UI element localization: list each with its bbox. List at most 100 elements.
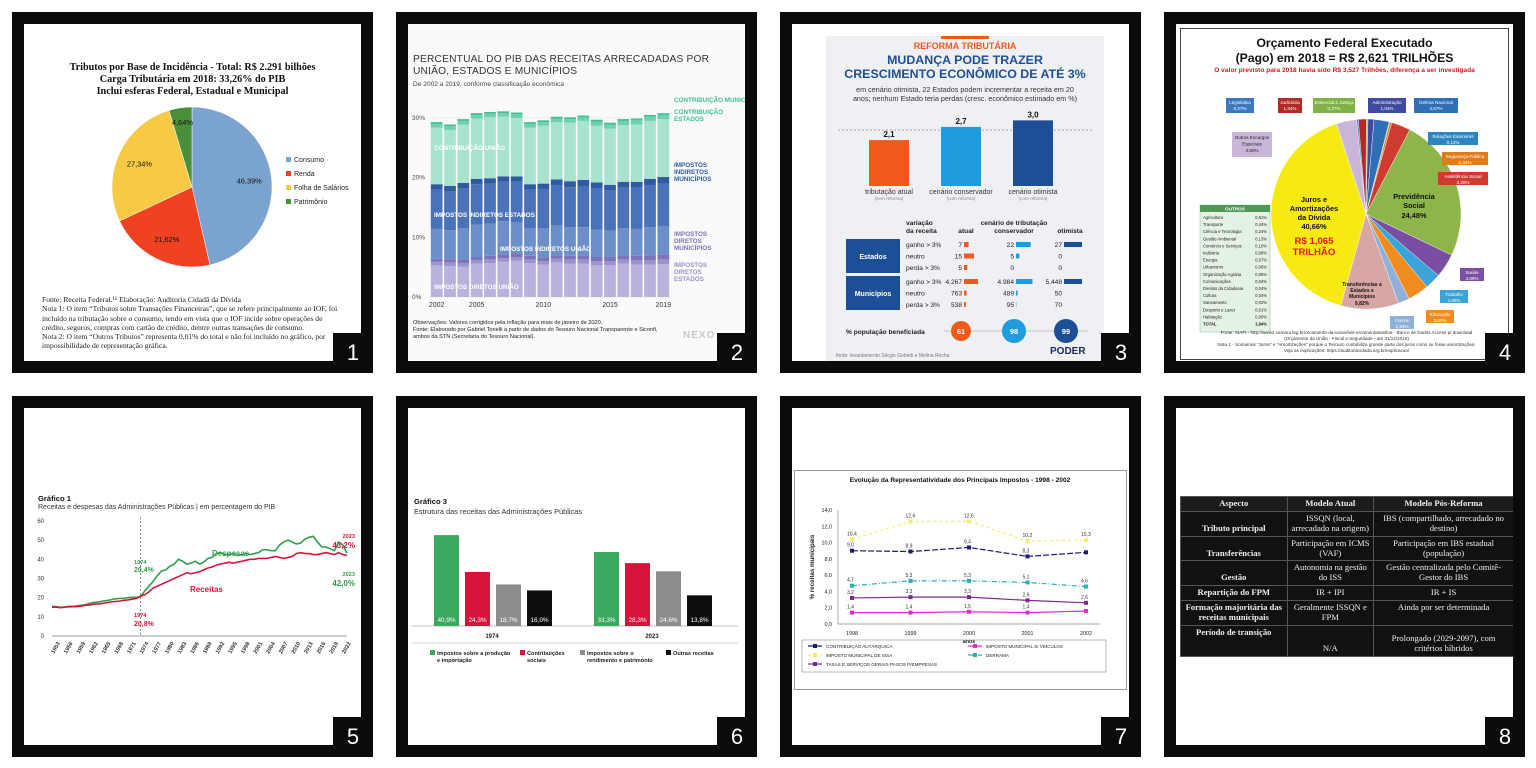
stack-segment	[470, 224, 483, 258]
bar	[656, 571, 681, 626]
x-tick-label: 2007	[278, 641, 289, 655]
row-label: perda > 3%	[906, 302, 940, 309]
source: fonte: levantamento Sérgio Gobetti e Mel…	[836, 353, 950, 359]
stack-segment	[630, 264, 643, 297]
callout-text: 2,68%	[1447, 298, 1460, 303]
stack-segment	[430, 265, 443, 297]
stack-segment	[444, 191, 456, 231]
stack-segment	[470, 257, 483, 260]
tile-7: Evolução da Representatividade dos Princ…	[780, 396, 1141, 757]
stack-segment	[577, 259, 590, 264]
data-label: 5,3	[964, 573, 971, 579]
tile-1-content: Tributos por Base de Incidência - Total:…	[24, 24, 361, 361]
bar-value-label: 24,6%	[659, 617, 677, 624]
stack-segment	[457, 262, 470, 267]
y-tick-label: 10%	[412, 234, 425, 241]
tile-number: 1	[333, 333, 373, 373]
stack-segment	[537, 125, 550, 184]
stack-segment	[470, 178, 483, 185]
data-point	[1025, 610, 1030, 615]
table-cell: Formação majoritária das receitas munici…	[1180, 600, 1288, 626]
stack-segment	[444, 126, 456, 130]
data-label: 3,3	[964, 589, 971, 595]
y-tick-label: 20%	[412, 175, 425, 182]
callout-text: Trabalho	[1445, 292, 1463, 297]
population-value: 99	[1062, 327, 1070, 336]
y-tick-label: 6,0	[825, 573, 833, 579]
callout-text: Administração	[1372, 100, 1402, 105]
slice-label: da Dívida	[1298, 213, 1332, 222]
footer-line: Fonte: SIAFI - http://www2.camara.leg.br…	[1220, 330, 1473, 335]
table-cell: Tributo principal	[1180, 510, 1288, 537]
title-line: Orçamento Federal Executado	[1256, 36, 1433, 50]
stack-segment	[564, 263, 576, 297]
legend-swatch	[580, 650, 585, 655]
table-header: conservador	[994, 228, 1034, 235]
cell-value: 15	[955, 254, 963, 261]
bar-sub-label: (com reforma)	[1019, 196, 1048, 201]
stack-segment	[644, 185, 656, 228]
callout-box	[1426, 310, 1454, 323]
table-cell: Autonomia na gestão do ISS	[1286, 560, 1375, 587]
x-tick-label: 1953	[51, 641, 62, 655]
chart-title: Orçamento Federal Executado (Pago) em 20…	[1176, 36, 1513, 65]
y-tick-label: 4,0	[825, 589, 833, 595]
outros-label: Urbanismo	[1203, 265, 1224, 270]
stack-segment	[537, 228, 550, 258]
outros-label: Energia	[1203, 258, 1218, 263]
stack-segment	[604, 257, 616, 262]
data-point	[967, 609, 971, 614]
table-row: Gestão Autonomia na gestão do ISS Gestão c…	[1180, 560, 1513, 587]
table-cell: Participação em ICMS (VAF)	[1286, 535, 1375, 562]
bar	[687, 595, 712, 626]
callout-text: 0,34%	[1458, 160, 1471, 165]
stack-segment	[484, 183, 496, 224]
table-cell: IBS (compartilhado, arrecadado no destin…	[1373, 510, 1513, 537]
stack-segment	[577, 263, 590, 297]
stack-segment	[484, 262, 496, 297]
outros-label: Organização Agrária	[1203, 272, 1242, 277]
col-header: Aspecto	[1180, 496, 1288, 512]
stack-segment	[510, 260, 523, 297]
bar-value-label: 33,3%	[597, 617, 615, 624]
stack-segment	[524, 184, 536, 190]
chart-frame	[794, 470, 1127, 690]
legend-label: Contribuições	[527, 651, 565, 657]
outros-value: 0,13%	[1255, 236, 1267, 241]
cell-bar	[1016, 253, 1020, 259]
legend-marker	[973, 653, 977, 657]
stack-segment	[510, 117, 523, 177]
outros-value: 0,00%	[1255, 314, 1267, 319]
stack-segment	[524, 228, 536, 256]
stack-segment	[590, 229, 603, 258]
cell-bar	[964, 265, 968, 270]
data-label: 9,0	[847, 543, 854, 549]
stack-segment	[457, 120, 470, 125]
tile-number: 4	[1485, 333, 1525, 373]
x-tick-label: 1980	[164, 641, 175, 655]
outros-title: OUTROS	[1225, 207, 1245, 212]
value-label-2023-bottom: 42,0%	[332, 579, 355, 588]
data-label: 10,2	[1023, 533, 1033, 539]
data-point	[1025, 598, 1030, 603]
tile-4: Orçamento Federal Executado (Pago) em 20…	[1164, 12, 1525, 373]
stack-segment	[444, 262, 456, 266]
callout-text: 3,62%	[1433, 318, 1446, 323]
callout-text: 3,50%	[1245, 148, 1258, 153]
x-tick-label: 1959	[76, 641, 87, 655]
tile-number: 6	[717, 717, 757, 757]
pie-slice-consumo	[191, 106, 273, 266]
data-point	[1084, 600, 1088, 605]
data-point	[967, 595, 971, 600]
x-tick-label: 1956	[63, 641, 74, 655]
kicker: REFORMA TRIBUTÁRIA	[913, 41, 1017, 51]
tile-5-content: Gráfico 1 Receitas e despesas das Admini…	[24, 408, 361, 745]
row-label: ganho > 3%	[906, 242, 942, 249]
cell-bar	[1016, 290, 1018, 296]
y-tick-label: 20	[37, 596, 44, 602]
headline-line: CRESCIMENTO ECONÔMICO DE ATÉ 3%	[844, 67, 1086, 82]
tile-1: Tributos por Base de Incidência - Total:…	[12, 12, 373, 373]
stack-segment	[510, 222, 523, 254]
